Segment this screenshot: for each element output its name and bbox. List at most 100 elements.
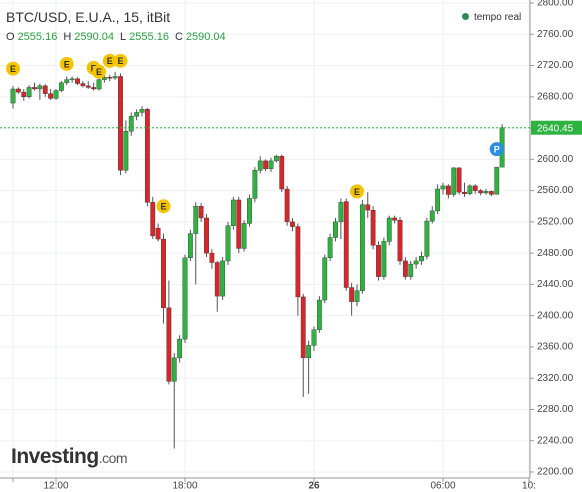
candle-body (257, 160, 263, 171)
candle-body (230, 199, 236, 226)
candle-body (381, 241, 387, 277)
candle-body (488, 191, 494, 195)
candle-body (279, 156, 285, 190)
candle-body (69, 78, 75, 81)
candle-body (435, 188, 441, 212)
candle-body (349, 287, 355, 302)
candle-body (225, 225, 231, 262)
symbol-title[interactable]: BTC/USD, E.U.A., 15, itBit (6, 9, 171, 25)
candle-body (478, 190, 484, 194)
candle-body (397, 220, 403, 262)
candle-body (80, 83, 86, 87)
candle-body (75, 78, 80, 84)
candle-body (333, 221, 338, 238)
y-tick-label: 2400.00 (537, 310, 574, 321)
candle-body (462, 191, 467, 194)
candle-body (252, 170, 258, 199)
x-tick-label: 12:00 (43, 481, 68, 492)
candle-body (445, 185, 451, 195)
candle-body (247, 198, 252, 224)
event-label: E (10, 64, 16, 74)
x-tick-label: 18:00 (172, 481, 197, 492)
logo[interactable]: Investing.com (11, 445, 128, 469)
status-text: tempo real (474, 12, 522, 23)
status: tempo real (462, 12, 521, 23)
candle-body (42, 85, 48, 94)
candle-body (316, 299, 322, 330)
candle-body (440, 185, 446, 190)
candle-body (26, 87, 32, 97)
candle-body (327, 237, 333, 259)
candle-body (306, 345, 312, 359)
last-price-label: 2640.45 (537, 123, 574, 134)
candle-body (494, 166, 500, 195)
candle-body (392, 217, 398, 221)
candle-body (118, 76, 123, 171)
y-tick-label: 2240.00 (537, 435, 574, 446)
candle-body (413, 260, 419, 265)
candle-body (220, 260, 226, 297)
candle-body (424, 220, 430, 257)
y-tick-label: 2360.00 (537, 342, 574, 353)
candle-body (386, 217, 392, 242)
candle-body (300, 296, 306, 359)
candle-body (354, 290, 360, 302)
event-marker (59, 56, 74, 71)
y-tick-label: 2720.00 (537, 60, 574, 71)
candle-body (209, 252, 215, 263)
ohlc-key: L (120, 31, 127, 43)
candle-body (21, 91, 27, 98)
candle-body (456, 167, 462, 193)
candle-body (32, 87, 37, 90)
candle-body (268, 160, 274, 169)
candle-body (290, 221, 295, 227)
event-marker (350, 184, 364, 199)
candle-body (483, 191, 489, 194)
price-axis (530, 0, 582, 492)
event-marker (156, 199, 171, 214)
candle-body (322, 257, 328, 301)
ohlc-value: 2590.04 (185, 31, 226, 43)
x-tick-label: 10: (522, 481, 536, 492)
candle-body (370, 209, 376, 246)
candle-body (343, 201, 349, 288)
candle-body (15, 88, 21, 93)
candle-body (472, 185, 478, 191)
event-label: P (494, 145, 500, 155)
candle-body (359, 204, 365, 291)
candle-body (144, 109, 150, 203)
candle-body (96, 79, 102, 90)
candle-body (182, 257, 188, 340)
y-tick-label: 2480.00 (537, 248, 574, 259)
event-label: E (160, 202, 166, 212)
y-tick-label: 2440.00 (537, 279, 574, 290)
candle-body (402, 260, 408, 277)
candle-body (123, 130, 129, 171)
y-tick-label: 2560.00 (537, 185, 574, 196)
event-label: E (96, 67, 102, 77)
candle-body (193, 206, 199, 234)
candle-body (273, 156, 279, 162)
candle-body (365, 204, 371, 211)
candle-body (85, 85, 91, 88)
candle-body (214, 262, 220, 297)
candle-body (236, 199, 242, 249)
y-tick-label: 2320.00 (537, 373, 574, 384)
x-tick-label: 26 (308, 481, 320, 492)
y-tick-label: 2520.00 (537, 217, 574, 228)
candle-body (467, 185, 473, 194)
candle-body (48, 93, 54, 99)
y-tick-label: 2200.00 (537, 467, 574, 478)
candle-body (107, 77, 113, 79)
ohlc-key: H (63, 31, 72, 43)
event-label: E (354, 187, 360, 197)
candle-body (64, 79, 70, 83)
candle-body (198, 206, 204, 219)
candle-body (338, 202, 344, 223)
candle-body (241, 223, 247, 249)
ohlc-key: C (174, 31, 183, 43)
candle-body (161, 238, 166, 309)
y-tick-label: 2800.00 (537, 0, 574, 9)
y-tick-label: 2680.00 (537, 91, 574, 102)
candle-body (37, 85, 43, 90)
